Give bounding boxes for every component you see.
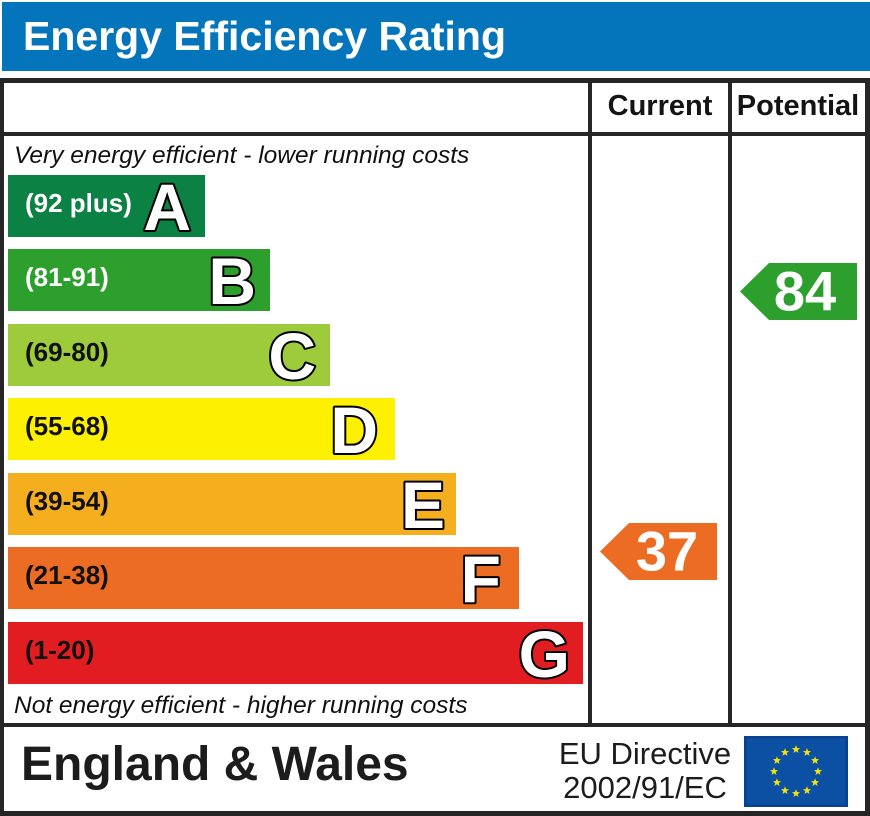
svg-text:G: G <box>519 622 570 684</box>
svg-text:A: A <box>143 175 191 237</box>
svg-text:84: 84 <box>774 263 836 320</box>
svg-text:D: D <box>330 398 378 460</box>
svg-text:B: B <box>208 249 256 311</box>
svg-text:37: 37 <box>636 523 698 580</box>
svg-text:F: F <box>461 547 501 609</box>
svg-text:E: E <box>401 473 445 535</box>
svg-text:C: C <box>268 324 316 386</box>
